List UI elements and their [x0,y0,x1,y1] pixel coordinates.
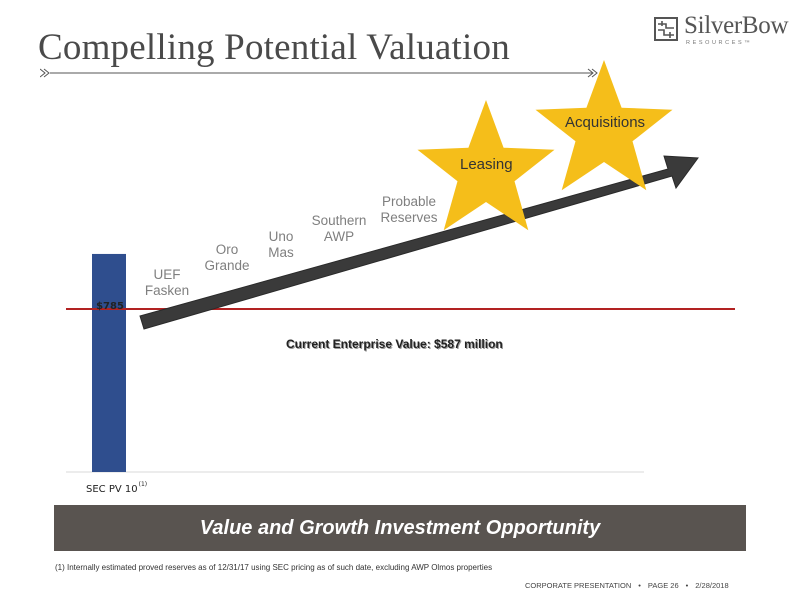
step-line: AWP [323,229,355,244]
step-line: UEF [153,267,181,282]
acquisitions-star [535,60,673,191]
step-line: Grande [204,258,250,273]
footer-separator: • [685,581,689,590]
step-line: Uno [268,229,294,244]
logo-name: SilverBow [684,12,789,39]
step-line: Reserves [380,210,438,225]
title-underline-arrow [40,68,598,78]
leasing-label: Leasing [460,156,513,173]
silverbow-logo: SilverBow RESOURCES™ [652,12,792,48]
step-oro-grande: Oro Grande [203,242,251,274]
category-label-text: SEC PV 10 [86,484,138,495]
footer-separator: • [638,581,641,590]
step-line: Mas [268,245,294,260]
page-footer: CORPORATE PRESENTATION • PAGE 26 • 2/28/2018 [525,581,729,590]
step-uno-mas: Uno Mas [259,229,303,261]
page-title: Compelling Potential Valuation [38,27,510,68]
footnote: (1) Internally estimated proved reserves… [55,563,493,572]
footer-section: CORPORATE PRESENTATION [525,581,632,590]
logo-subtitle: RESOURCES™ [686,40,753,46]
step-probable-reserves: Probable Reserves [376,194,442,226]
step-uef-fasken: UEF Fasken [143,267,191,299]
footer-page: PAGE 26 [647,581,679,590]
category-label: SEC PV 10(1) [86,481,147,495]
bar-sec-pv10 [92,253,126,472]
banner-text: Value and Growth Investment Opportunity [199,516,601,539]
step-line: Fasken [144,283,190,298]
leasing-star [417,100,555,231]
step-line: Southern [311,213,367,228]
step-line: Oro [215,242,239,257]
bar-value-label: $785 [96,301,124,312]
step-line: Probable [381,194,437,209]
category-footnote-marker: (1) [138,481,148,488]
growth-arrow [139,155,699,330]
footer-date: 2/28/2018 [695,581,729,590]
conclusion-banner: Value and Growth Investment Opportunity [54,505,746,551]
silverbow-mark-icon [654,17,678,41]
acquisitions-label: Acquisitions [565,114,646,131]
enterprise-value-label: Current Enterprise Value: $587 million [286,337,503,351]
step-southern-awp: Southern AWP [308,213,370,245]
